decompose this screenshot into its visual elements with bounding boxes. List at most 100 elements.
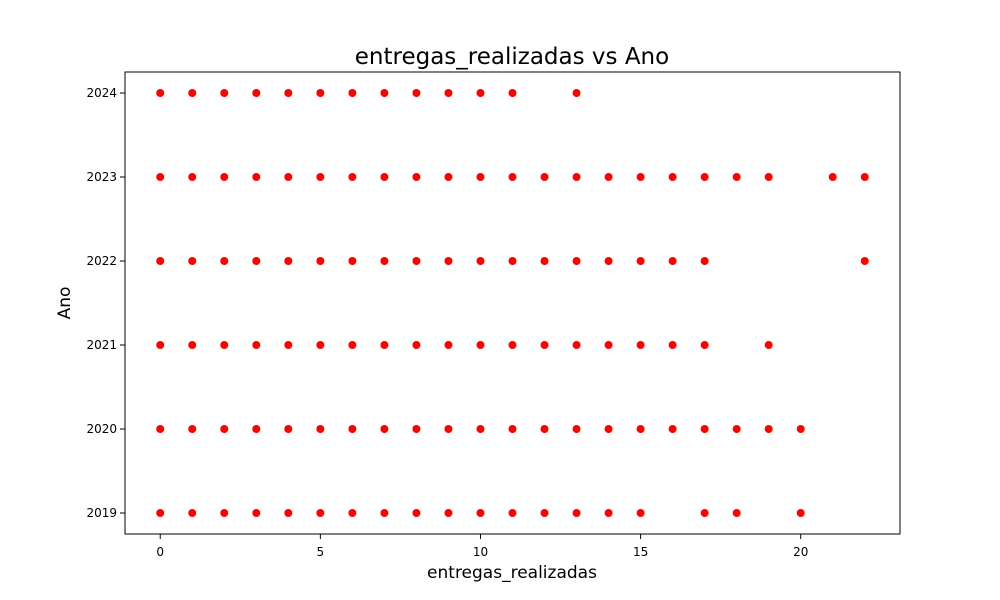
scatter-point bbox=[252, 509, 261, 517]
scatter-point bbox=[476, 173, 485, 181]
scatter-point bbox=[348, 425, 357, 433]
scatter-point bbox=[540, 173, 549, 181]
scatter-point bbox=[604, 509, 613, 517]
scatter-point bbox=[732, 173, 741, 181]
scatter-point bbox=[668, 425, 677, 433]
scatter-point bbox=[188, 341, 197, 349]
y-axis-label: Ano bbox=[55, 287, 75, 320]
scatter-point bbox=[508, 257, 517, 265]
scatter-point bbox=[508, 341, 517, 349]
scatter-point bbox=[188, 89, 197, 97]
scatter-point bbox=[668, 173, 677, 181]
scatter-point bbox=[220, 425, 229, 433]
scatter-point bbox=[188, 173, 197, 181]
scatter-point bbox=[700, 341, 709, 349]
scatter-point bbox=[156, 509, 165, 517]
scatter-point bbox=[284, 341, 293, 349]
scatter-point bbox=[572, 257, 581, 265]
scatter-point bbox=[284, 425, 293, 433]
scatter-point bbox=[348, 173, 357, 181]
scatter-point bbox=[700, 173, 709, 181]
scatter-point bbox=[476, 341, 485, 349]
scatter-point bbox=[572, 173, 581, 181]
scatter-point bbox=[220, 509, 229, 517]
scatter-point bbox=[188, 425, 197, 433]
scatter-point bbox=[508, 509, 517, 517]
scatter-point bbox=[444, 341, 453, 349]
scatter-point bbox=[508, 425, 517, 433]
scatter-point bbox=[380, 89, 389, 97]
scatter-point bbox=[604, 173, 613, 181]
scatter-point bbox=[220, 173, 229, 181]
scatter-point bbox=[380, 173, 389, 181]
x-tick-label: 20 bbox=[793, 545, 808, 559]
scatter-point bbox=[380, 257, 389, 265]
scatter-point bbox=[508, 89, 517, 97]
scatter-point bbox=[156, 341, 165, 349]
scatter-point bbox=[348, 89, 357, 97]
scatter-point bbox=[252, 89, 261, 97]
scatter-point bbox=[380, 425, 389, 433]
scatter-point bbox=[796, 425, 805, 433]
scatter-point bbox=[700, 509, 709, 517]
scatter-point bbox=[764, 341, 773, 349]
scatter-point bbox=[860, 257, 869, 265]
scatter-point bbox=[444, 509, 453, 517]
scatter-point bbox=[444, 173, 453, 181]
x-tick-label: 15 bbox=[633, 545, 648, 559]
y-tick-label: 2022 bbox=[86, 254, 117, 268]
x-tick-label: 0 bbox=[156, 545, 164, 559]
scatter-point bbox=[380, 509, 389, 517]
scatter-point bbox=[540, 425, 549, 433]
scatter-point bbox=[444, 89, 453, 97]
scatter-point bbox=[316, 425, 325, 433]
chart-title: entregas_realizadas vs Ano bbox=[355, 44, 669, 70]
scatter-point bbox=[156, 257, 165, 265]
scatter-point bbox=[412, 89, 421, 97]
scatter-point bbox=[540, 509, 549, 517]
scatter-point bbox=[636, 257, 645, 265]
y-tick-label: 2020 bbox=[86, 422, 117, 436]
x-tick-label: 5 bbox=[317, 545, 325, 559]
scatter-point bbox=[700, 257, 709, 265]
scatter-point bbox=[412, 509, 421, 517]
scatter-point bbox=[316, 257, 325, 265]
scatter-point bbox=[700, 425, 709, 433]
scatter-point bbox=[668, 257, 677, 265]
y-tick-label: 2019 bbox=[86, 506, 117, 520]
scatter-point bbox=[188, 509, 197, 517]
scatter-point bbox=[412, 257, 421, 265]
scatter-point bbox=[156, 173, 165, 181]
scatter-point bbox=[476, 89, 485, 97]
scatter-point bbox=[476, 257, 485, 265]
scatter-point bbox=[860, 173, 869, 181]
scatter-point bbox=[316, 509, 325, 517]
scatter-point bbox=[412, 425, 421, 433]
scatter-point bbox=[508, 173, 517, 181]
scatter-point bbox=[348, 341, 357, 349]
scatter-point bbox=[412, 341, 421, 349]
scatter-point bbox=[732, 509, 741, 517]
scatter-point bbox=[764, 173, 773, 181]
scatter-point bbox=[156, 89, 165, 97]
scatter-point bbox=[572, 341, 581, 349]
scatter-point bbox=[604, 341, 613, 349]
scatter-point bbox=[284, 173, 293, 181]
scatter-point bbox=[252, 425, 261, 433]
scatter-point bbox=[540, 257, 549, 265]
y-tick-label: 2021 bbox=[86, 338, 117, 352]
scatter-point bbox=[476, 509, 485, 517]
scatter-point bbox=[316, 89, 325, 97]
y-tick-label: 2023 bbox=[86, 170, 117, 184]
scatter-point bbox=[572, 425, 581, 433]
scatter-point bbox=[540, 341, 549, 349]
scatter-point bbox=[284, 509, 293, 517]
points-layer bbox=[156, 89, 869, 517]
scatter-point bbox=[316, 341, 325, 349]
scatter-point bbox=[668, 341, 677, 349]
scatter-point bbox=[636, 509, 645, 517]
y-tick-label: 2024 bbox=[86, 86, 117, 100]
scatter-point bbox=[316, 173, 325, 181]
